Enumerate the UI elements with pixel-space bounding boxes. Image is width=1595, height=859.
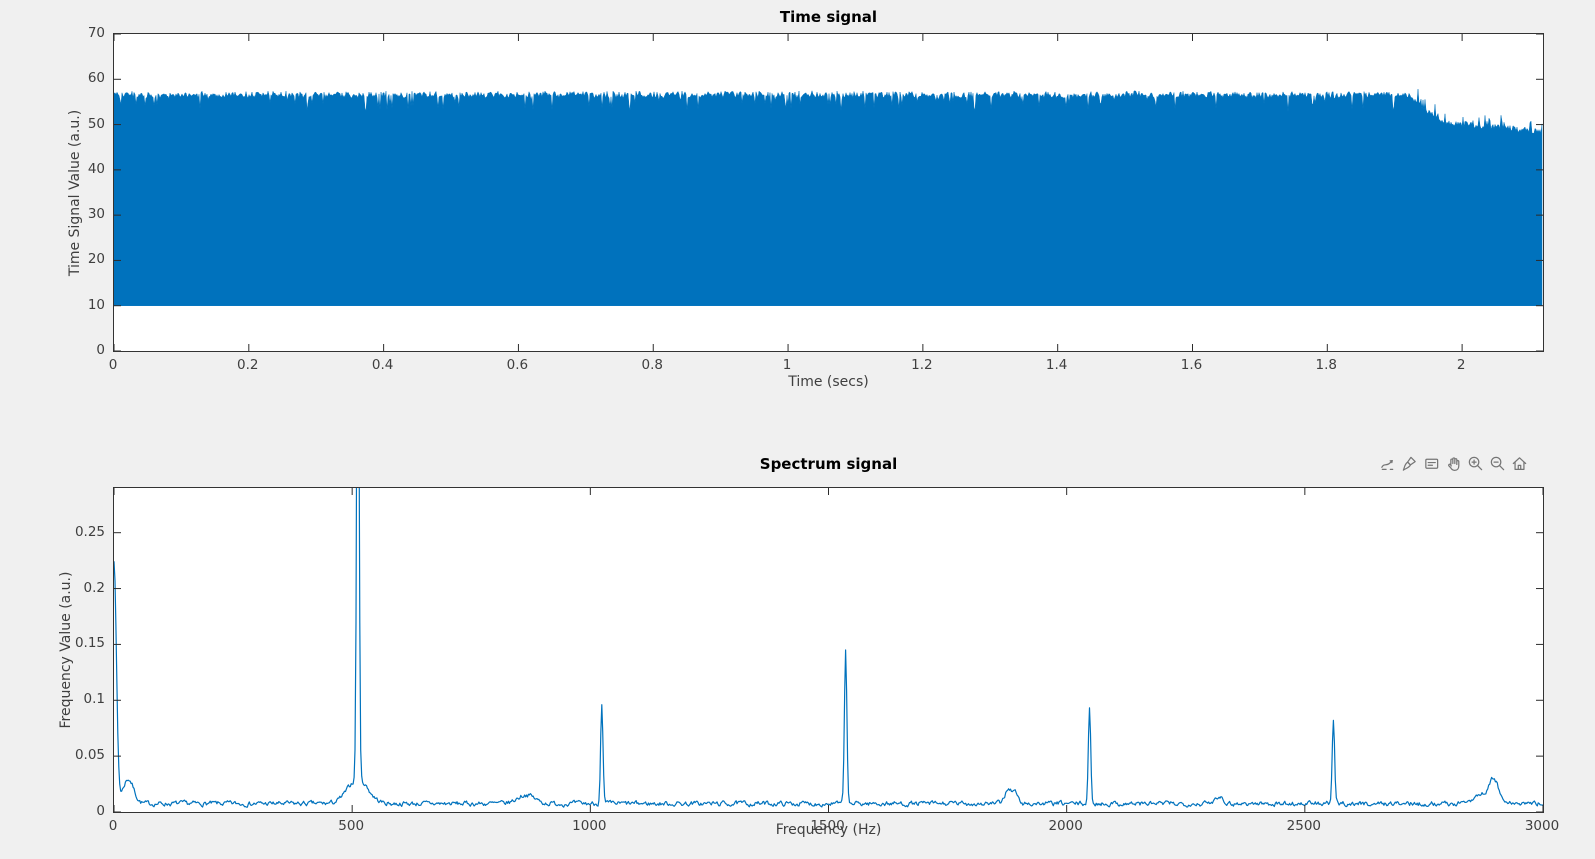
x-tick-label: 1.4 — [1045, 357, 1068, 373]
x-tick-label: 1000 — [572, 818, 607, 834]
x-tick-label: 1 — [782, 357, 792, 373]
y-tick-label: 0.05 — [74, 747, 105, 764]
y-tick-label: 0 — [96, 342, 105, 358]
x-tick-label: 0.2 — [237, 357, 259, 373]
y-tick-label: 20 — [87, 251, 105, 268]
brush-icon[interactable] — [1400, 454, 1419, 473]
y-tick-label: 0.2 — [83, 579, 105, 596]
x-tick-label: 1.2 — [911, 357, 933, 373]
home-icon[interactable] — [1510, 454, 1529, 473]
x-tick-label: 2 — [1456, 357, 1466, 373]
y-tick-label: 40 — [87, 160, 105, 177]
x-tick-label: 500 — [338, 818, 365, 834]
x-tick-label: 0.6 — [506, 357, 529, 373]
pan-icon[interactable] — [1444, 454, 1463, 473]
y-tick-label: 0.25 — [74, 523, 105, 540]
x-tick-label: 3000 — [1524, 818, 1560, 834]
spectrum-chart-title: Spectrum signal — [759, 455, 898, 473]
x-tick-label: 0.4 — [371, 357, 394, 373]
y-tick-label: 30 — [87, 206, 105, 223]
time-plot-area[interactable] — [113, 33, 1544, 352]
x-tick-label: 0.8 — [641, 357, 663, 373]
x-tick-label: 1500 — [810, 818, 845, 834]
zoom-in-icon[interactable] — [1466, 454, 1485, 473]
x-tick-label: 2500 — [1286, 818, 1321, 834]
axes-toolbar — [1378, 454, 1529, 473]
x-tick-label: 0 — [108, 357, 118, 373]
zoom-out-icon[interactable] — [1488, 454, 1507, 473]
y-tick-label: 50 — [87, 115, 105, 132]
export-icon[interactable] — [1378, 454, 1397, 473]
x-tick-label: 1.6 — [1180, 357, 1203, 373]
y-tick-label: 0.15 — [74, 635, 105, 652]
y-tick-label: 60 — [87, 70, 105, 87]
x-tick-label: 2000 — [1048, 818, 1083, 834]
spectrum-x-axis-label: Frequency (Hz) — [775, 822, 882, 838]
time-x-axis-label: Time (secs) — [788, 374, 869, 390]
y-tick-label: 10 — [87, 296, 105, 313]
time-chart-title: Time signal — [779, 8, 878, 26]
y-tick-label: 0.1 — [83, 691, 105, 708]
datatips-icon[interactable] — [1422, 454, 1441, 473]
x-tick-label: 1.8 — [1315, 357, 1338, 373]
x-tick-label: 0 — [108, 818, 118, 834]
y-tick-label: 0 — [96, 803, 105, 819]
spectrum-plot-area[interactable] — [113, 487, 1544, 813]
y-tick-label: 70 — [87, 25, 105, 41]
